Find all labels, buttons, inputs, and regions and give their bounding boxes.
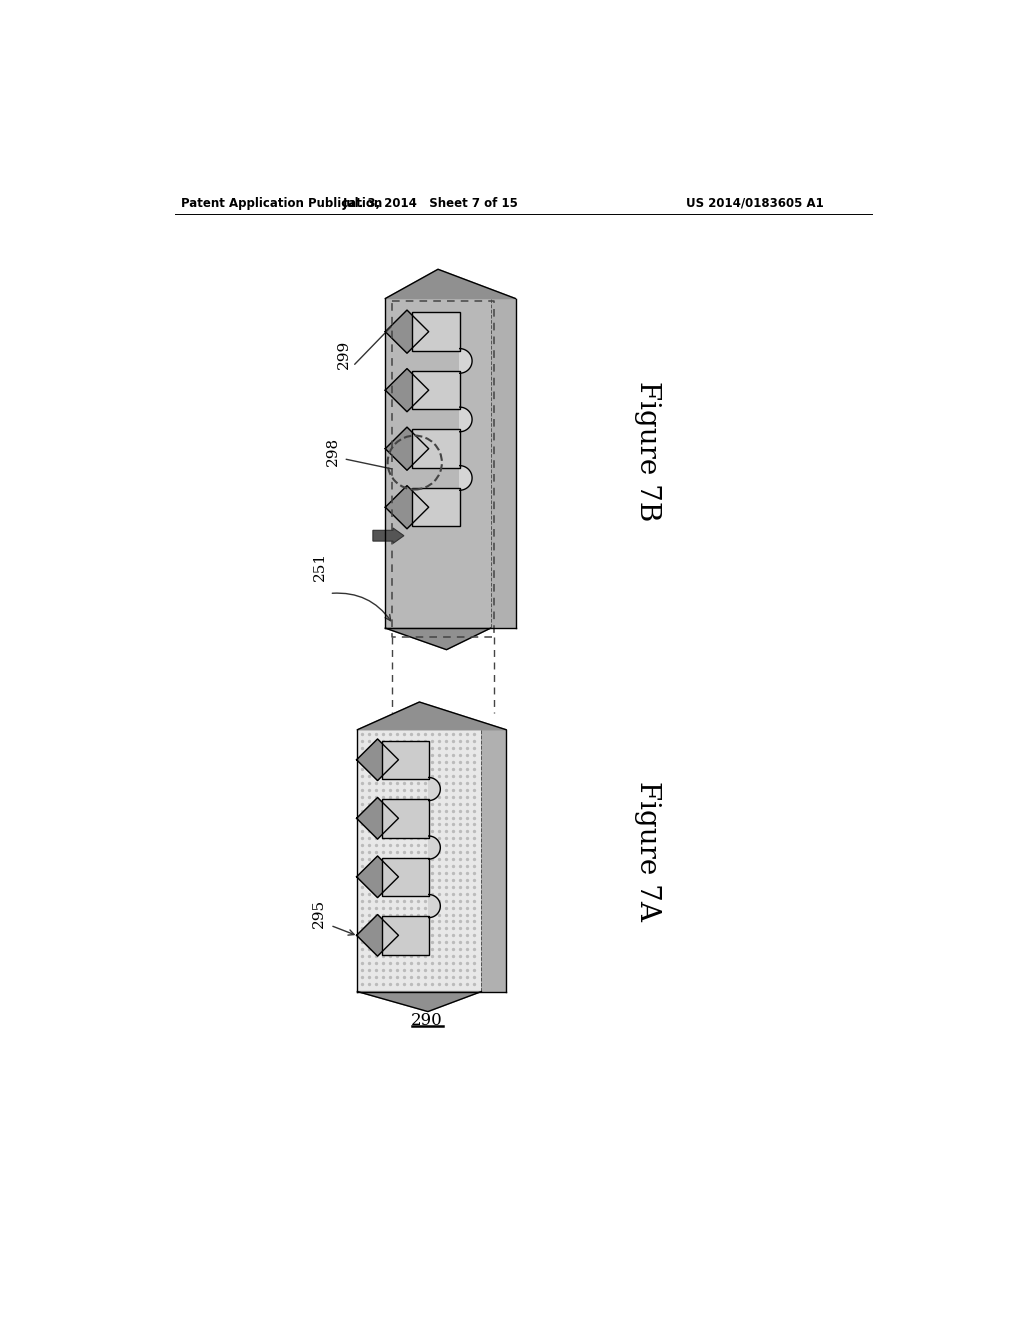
Polygon shape — [356, 739, 398, 780]
Polygon shape — [356, 797, 398, 840]
Polygon shape — [385, 310, 429, 354]
Text: Figure 7B: Figure 7B — [634, 380, 660, 521]
Polygon shape — [385, 486, 429, 529]
Text: 251: 251 — [313, 552, 328, 581]
FancyArrow shape — [373, 528, 403, 544]
Bar — [412, 313, 460, 351]
Bar — [481, 730, 506, 991]
Polygon shape — [429, 777, 440, 800]
Bar — [382, 916, 429, 954]
Polygon shape — [385, 428, 429, 470]
Text: 295: 295 — [312, 899, 327, 928]
Bar — [382, 741, 429, 779]
Polygon shape — [460, 466, 472, 490]
Polygon shape — [460, 407, 472, 432]
Bar — [385, 298, 490, 628]
Text: Patent Application Publication: Patent Application Publication — [180, 197, 382, 210]
Polygon shape — [385, 269, 515, 298]
Polygon shape — [356, 915, 398, 956]
Polygon shape — [385, 628, 490, 649]
Polygon shape — [357, 702, 506, 730]
Polygon shape — [385, 368, 429, 412]
Text: Figure 7A: Figure 7A — [634, 781, 660, 921]
Bar — [412, 429, 460, 469]
Bar — [412, 371, 460, 409]
Text: 290: 290 — [411, 1012, 442, 1030]
Text: 299: 299 — [337, 341, 350, 370]
Text: Jul. 3, 2014   Sheet 7 of 15: Jul. 3, 2014 Sheet 7 of 15 — [342, 197, 518, 210]
Polygon shape — [429, 836, 440, 859]
Bar — [382, 858, 429, 896]
Polygon shape — [460, 348, 472, 374]
Polygon shape — [357, 991, 481, 1011]
Bar — [357, 730, 481, 991]
Text: US 2014/0183605 A1: US 2014/0183605 A1 — [686, 197, 823, 210]
Polygon shape — [429, 895, 440, 917]
Polygon shape — [356, 857, 398, 898]
Bar — [382, 799, 429, 838]
Bar — [490, 298, 515, 628]
Text: 298: 298 — [326, 437, 340, 466]
Bar — [412, 488, 460, 527]
